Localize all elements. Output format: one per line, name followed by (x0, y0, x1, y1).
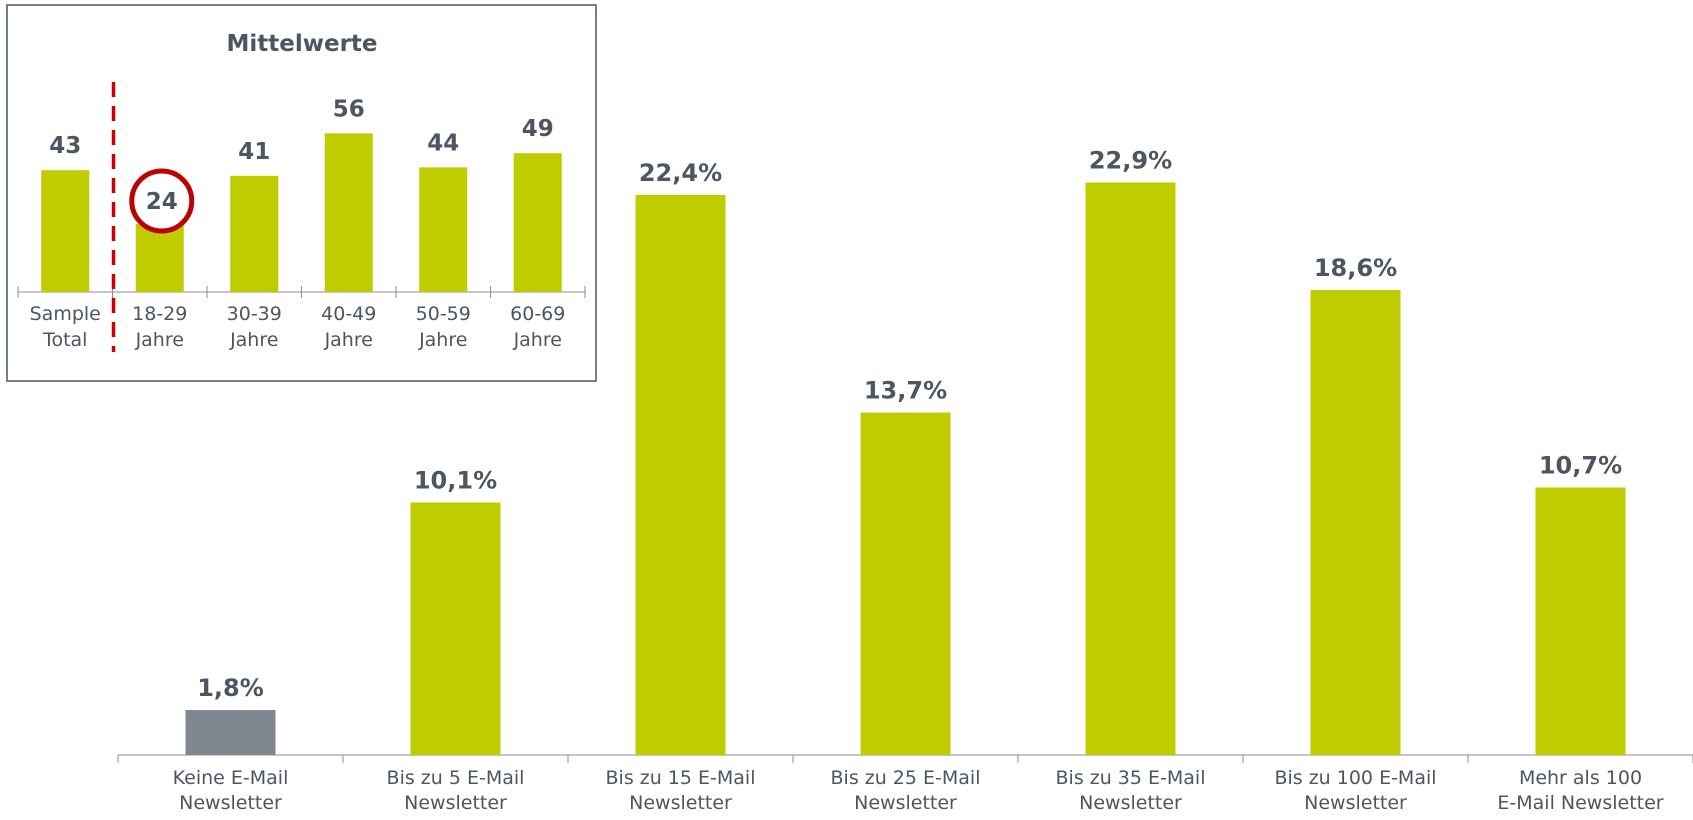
inset-bar-2 (230, 175, 279, 292)
inset-frame (6, 4, 597, 382)
bar-value-label-6: 10,7% (1539, 452, 1622, 480)
inset-category-label-0-line-1: Total (42, 329, 87, 351)
highlight-circle (129, 168, 195, 234)
inset-category-label-4-line-1: Jahre (418, 329, 467, 351)
inset-bar-1 (135, 224, 184, 292)
inset-category-label-2-line-0: 30-39 (227, 303, 282, 325)
category-label-0-line-0: Keine E-Mail (173, 767, 289, 789)
inset-bar-5 (513, 153, 562, 292)
inset-category-label-3-line-1: Jahre (324, 329, 373, 351)
inset-category-label-5-line-0: 60-69 (510, 303, 565, 325)
bar-4 (1085, 182, 1176, 755)
category-label-0-line-1: Newsletter (179, 792, 282, 814)
bar-value-label-5: 18,6% (1314, 254, 1397, 282)
bar-value-label-0: 1,8% (197, 674, 264, 702)
category-label-2-line-1: Newsletter (629, 792, 732, 814)
main-bar-chart: 1,8% Keine E-Mail Newsletter 10,1% Bis zu 5 … (117, 147, 1693, 814)
inset-bar-3 (324, 133, 373, 292)
inset-category-label-3-line-0: 40-49 (321, 303, 376, 325)
inset-bar-4 (419, 167, 468, 292)
bar-value-label-4: 22,9% (1089, 147, 1172, 175)
inset-category-label-5-line-1: Jahre (513, 329, 562, 351)
category-label-5-line-0: Bis zu 100 E-Mail (1274, 767, 1436, 789)
category-label-3-line-1: Newsletter (854, 792, 957, 814)
category-label-2-line-0: Bis zu 15 E-Mail (606, 767, 756, 789)
bar-value-label-1: 10,1% (414, 467, 497, 495)
category-label-1-line-0: Bis zu 5 E-Mail (387, 767, 525, 789)
bar-1 (410, 502, 501, 755)
inset-category-label-2-line-1: Jahre (229, 329, 278, 351)
bar-5 (1310, 290, 1401, 755)
category-label-4-line-1: Newsletter (1079, 792, 1182, 814)
inset-value-label-5: 49 (522, 116, 554, 142)
inset-value-label-2: 41 (238, 139, 270, 165)
inset-bar-0 (41, 170, 90, 292)
category-label-1-line-1: Newsletter (404, 792, 507, 814)
bar-3 (860, 412, 951, 755)
bar-2 (635, 195, 726, 755)
inset-value-label-3: 56 (333, 96, 365, 122)
inset-category-label-0-line-0: Sample (30, 303, 101, 325)
bar-value-label-2: 22,4% (639, 159, 722, 187)
inset-category-label-4-line-0: 50-59 (416, 303, 471, 325)
category-label-6-line-1: E-Mail Newsletter (1497, 792, 1663, 814)
bar-0 (185, 710, 276, 755)
category-label-5-line-1: Newsletter (1304, 792, 1407, 814)
inset-category-label-1-line-0: 18-29 (132, 303, 187, 325)
inset-value-label-0: 43 (49, 133, 81, 159)
mittelwerte-inset-chart: Mittelwerte 43 Sample Total 24 18-29 Jahre 41 30… (6, 4, 597, 382)
inset-value-label-4: 44 (427, 130, 459, 156)
bar-value-label-3: 13,7% (864, 377, 947, 405)
inset-title: Mittelwerte (226, 31, 377, 57)
bar-6 (1535, 487, 1626, 755)
category-label-4-line-0: Bis zu 35 E-Mail (1056, 767, 1206, 789)
inset-category-label-1-line-1: Jahre (135, 329, 184, 351)
category-label-3-line-0: Bis zu 25 E-Mail (831, 767, 981, 789)
category-label-6-line-0: Mehr als 100 (1519, 767, 1642, 789)
inset-value-label-1: 24 (146, 189, 178, 215)
